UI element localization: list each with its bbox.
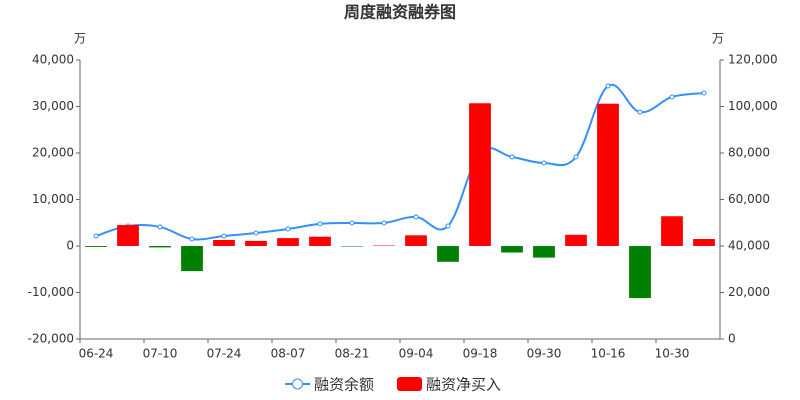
line-point: [509, 154, 515, 160]
bar: [533, 246, 555, 258]
y2-tick-label: 80,000: [728, 146, 770, 160]
y-unit: 万: [74, 32, 86, 46]
legend-label: 融资余额: [314, 376, 374, 394]
line-point: [637, 109, 643, 115]
line-point: [605, 83, 611, 89]
legend-swatch: [397, 377, 422, 391]
x-tick-label: 09-30: [527, 347, 562, 361]
line-point: [573, 154, 579, 160]
y2-tick-label: 60,000: [728, 192, 770, 206]
line-point: [701, 90, 707, 96]
y-tick-label: 30,000: [32, 99, 74, 113]
x-tick-label: 08-07: [271, 347, 306, 361]
bar: [149, 246, 171, 248]
x-tick-label: 06-24: [79, 347, 114, 361]
y2-tick-label: 20,000: [728, 285, 770, 299]
y2-tick-label: 100,000: [728, 99, 778, 113]
x-tick-label: 07-10: [143, 347, 178, 361]
bar: [565, 234, 587, 246]
bar: [661, 216, 683, 246]
line: [95, 83, 705, 241]
y-tick-label: -10,000: [28, 285, 74, 299]
y-tick-label: 20,000: [32, 146, 74, 160]
y2-tick-label: 0: [728, 332, 736, 346]
bar: [405, 235, 427, 246]
bar: [501, 246, 523, 253]
bar: [85, 246, 107, 247]
legend-label: 融资净买入: [426, 376, 501, 394]
bar: [117, 225, 139, 246]
line-point: [413, 214, 419, 220]
y-tick-label: 10,000: [32, 192, 74, 206]
x-tick-label: 09-18: [463, 347, 498, 361]
bar: [277, 238, 299, 246]
line-point: [669, 94, 675, 100]
line-point: [381, 220, 387, 226]
x-tick-label: 09-04: [399, 347, 434, 361]
line-point: [541, 160, 547, 166]
line-point: [189, 236, 195, 242]
y-tick-label: -20,000: [28, 332, 74, 346]
y2-tick-label: 120,000: [728, 53, 778, 67]
line-point: [445, 223, 451, 229]
bar: [629, 246, 651, 299]
bar: [309, 236, 331, 246]
line-point: [317, 221, 323, 227]
bar: [181, 246, 203, 272]
line-point: [285, 226, 291, 232]
y2-tick-label: 40,000: [728, 239, 770, 253]
chart-title: 周度融资融券图: [344, 3, 456, 22]
line-point: [93, 233, 99, 239]
line-point: [221, 233, 227, 239]
x-tick-label: 10-16: [591, 347, 626, 361]
x-tick-label: 10-30: [655, 347, 690, 361]
bar: [437, 246, 459, 262]
x-tick-label: 08-21: [335, 347, 370, 361]
x-tick-label: 07-24: [207, 347, 242, 361]
bar: [213, 239, 235, 246]
bar: [693, 239, 715, 246]
y-tick-label: 0: [66, 239, 74, 253]
line-point: [349, 220, 355, 226]
legend-swatch: [292, 378, 303, 390]
y2-unit: 万: [712, 32, 724, 46]
bar: [597, 103, 619, 247]
y-tick-label: 40,000: [32, 53, 74, 67]
line-point: [253, 230, 259, 236]
bar: [245, 240, 267, 246]
bar: [469, 103, 491, 247]
line-point: [157, 224, 163, 230]
